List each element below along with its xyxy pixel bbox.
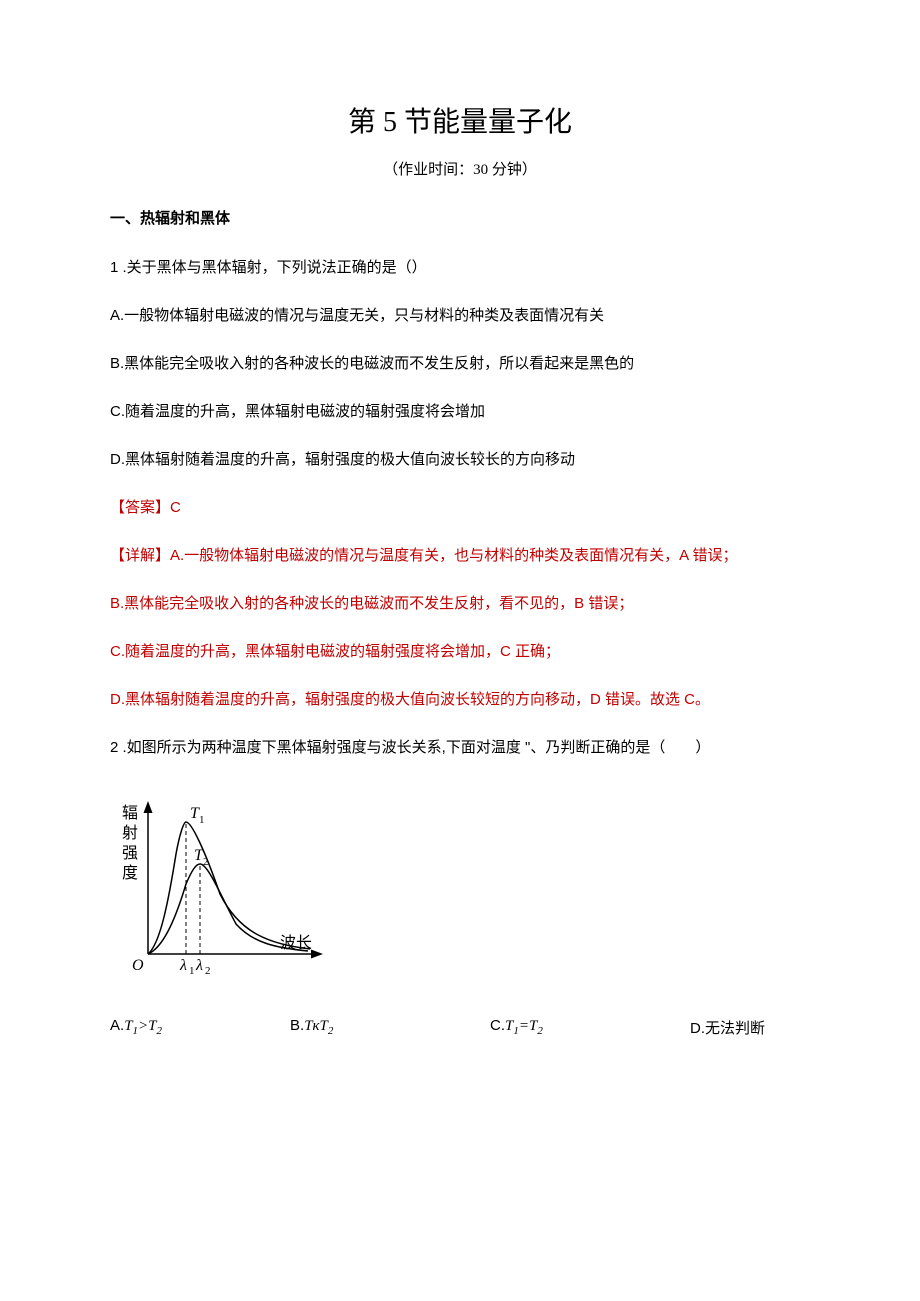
svg-text:辐: 辐 xyxy=(122,804,138,822)
q1-option-c: C.随着温度的升高，黑体辐射电磁波的辐射强度将会增加 xyxy=(110,400,810,424)
svg-text:波长: 波长 xyxy=(280,934,312,952)
svg-text:强: 强 xyxy=(122,845,138,862)
svg-text:2: 2 xyxy=(205,965,211,977)
svg-text:λ: λ xyxy=(179,957,187,974)
svg-text:O: O xyxy=(132,957,144,974)
svg-text:射: 射 xyxy=(122,824,138,842)
q2-option-b: B.TкT2 xyxy=(290,1017,490,1038)
q1-explain-a: 【详解】A.一般物体辐射电磁波的情况与温度有关，也与材料的种类及表面情况有关，A… xyxy=(110,544,810,568)
q1-stem: 1 .关于黑体与黑体辐射，下列说法正确的是（） xyxy=(110,256,810,280)
q1-option-d: D.黑体辐射随着温度的升高，辐射强度的极大值向波长较长的方向移动 xyxy=(110,448,810,472)
blackbody-chart-svg: 辐射强度波长OT1T2λ1λ2 xyxy=(110,784,350,984)
page-subtitle: （作业时间：30 分钟） xyxy=(110,158,810,179)
document-page: 第 5 节能量量子化 （作业时间：30 分钟） 一、热辐射和黑体 1 .关于黑体… xyxy=(0,0,920,1301)
q2-options: A.T1>T2 B.TкT2 C.T1=T2 D.无法判断 xyxy=(110,1017,810,1038)
q1-explain-c: C.随着温度的升高，黑体辐射电磁波的辐射强度将会增加，C 正确； xyxy=(110,640,810,664)
q1-explain-d: D.黑体辐射随着温度的升高，辐射强度的极大值向波长较短的方向移动，D 错误。故选… xyxy=(110,688,810,712)
svg-text:度: 度 xyxy=(122,864,138,882)
q2-stem: 2 .如图所示为两种温度下黑体辐射强度与波长关系,下面对温度 "、乃判断正确的是… xyxy=(110,736,810,760)
q2-option-a: A.T1>T2 xyxy=(110,1017,290,1038)
page-title: 第 5 节能量量子化 xyxy=(110,100,810,140)
svg-text:λ: λ xyxy=(195,957,203,974)
q1-option-a: A.一般物体辐射电磁波的情况与温度无关，只与材料的种类及表面情况有关 xyxy=(110,304,810,328)
svg-text:1: 1 xyxy=(189,965,195,977)
q1-explain-b: B.黑体能完全吸收入射的各种波长的电磁波而不发生反射，看不见的，B 错误； xyxy=(110,592,810,616)
blackbody-chart: 辐射强度波长OT1T2λ1λ2 xyxy=(110,784,810,989)
q2-option-c: C.T1=T2 xyxy=(490,1017,690,1038)
q1-option-b: B.黑体能完全吸收入射的各种波长的电磁波而不发生反射，所以看起来是黑色的 xyxy=(110,352,810,376)
section-heading-1: 一、热辐射和黑体 xyxy=(110,207,810,228)
svg-text:2: 2 xyxy=(203,856,209,868)
q1-answer: 【答案】C xyxy=(110,496,810,520)
svg-text:1: 1 xyxy=(199,814,205,826)
q2-option-d: D.无法判断 xyxy=(690,1017,830,1038)
